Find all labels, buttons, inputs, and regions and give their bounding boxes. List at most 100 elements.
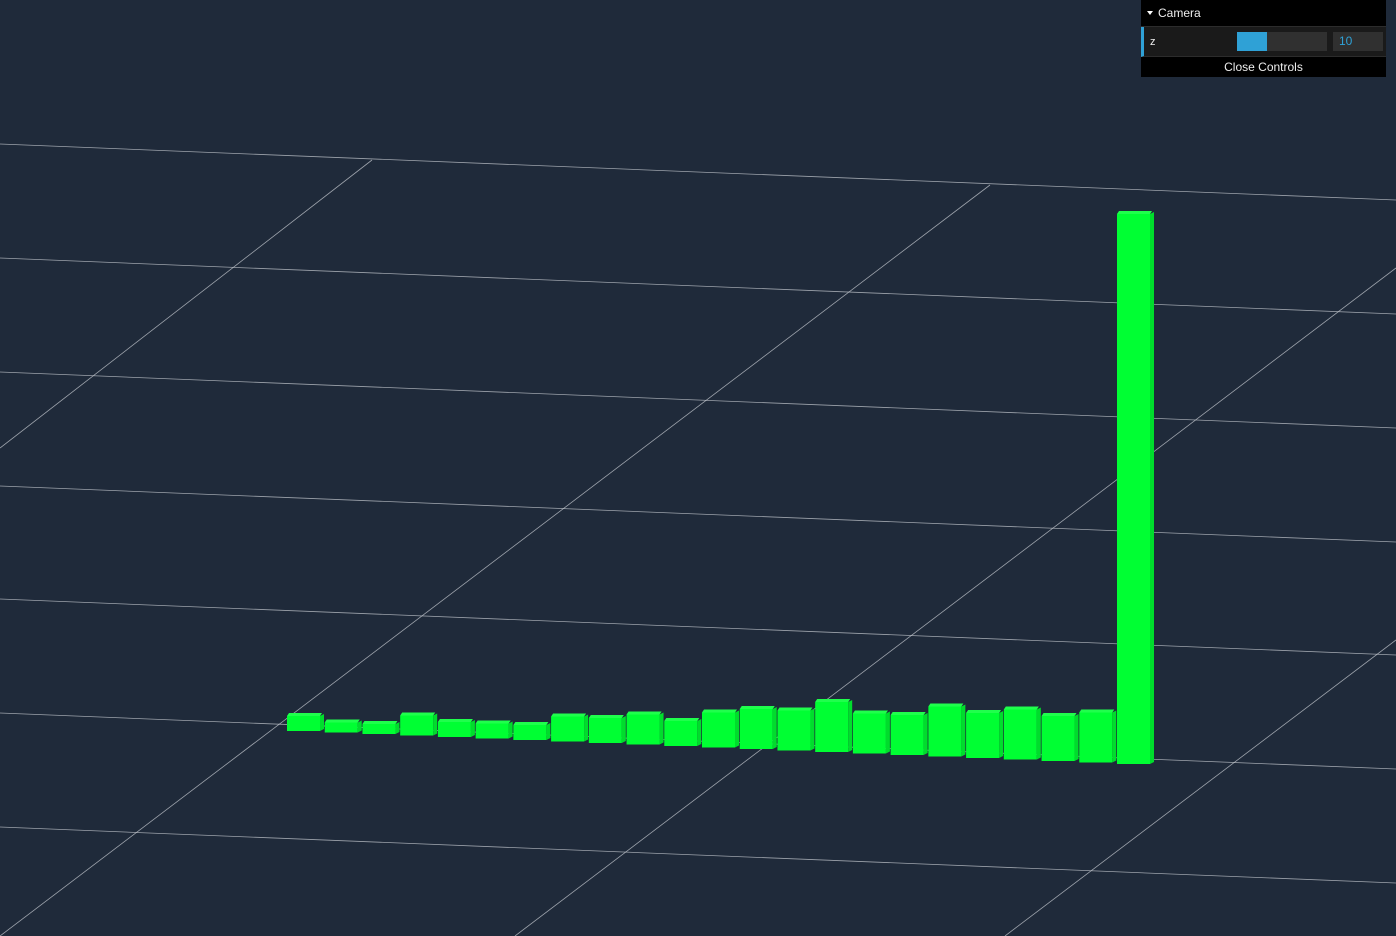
bar-14-front [815, 702, 849, 752]
z-control-row: z [1141, 27, 1386, 57]
bar-10-side [697, 719, 702, 746]
bar-7-top [551, 713, 587, 717]
bar-21-side [1112, 710, 1117, 763]
bar-20-front [1041, 716, 1075, 761]
grid-line-h-6 [0, 826, 1396, 884]
bar-6-side [546, 723, 551, 740]
bar-18 [966, 710, 1004, 758]
bar-3-side [433, 713, 438, 736]
bar-17-front [928, 706, 962, 757]
bar-16-top [890, 712, 926, 715]
bar-0-side [320, 714, 324, 731]
grid-line-d-3 [1004, 639, 1396, 936]
bar-9-front [626, 714, 660, 745]
bar-17-side [961, 704, 966, 757]
bar-13 [777, 707, 815, 751]
bar-9-top [626, 711, 662, 715]
bar-13-side [810, 708, 815, 751]
bar-19 [1003, 706, 1041, 760]
controls-panel: Camera z Close Controls [1141, 0, 1386, 77]
grid-line-h-4 [0, 598, 1396, 656]
bar-8 [588, 715, 626, 743]
bar-0-front [287, 716, 320, 731]
bar-19-top [1003, 706, 1039, 710]
grid-line-h-3 [0, 485, 1396, 543]
bar-10-front [664, 721, 698, 746]
bar-6 [513, 722, 551, 740]
bar-18-top [966, 710, 1002, 713]
bar-13-top [777, 707, 813, 711]
bar-17 [928, 703, 966, 757]
bar-20-side [1074, 714, 1079, 761]
grid-line-h-1 [0, 257, 1396, 315]
bar-1-front [324, 722, 358, 733]
bar-4-front [437, 722, 471, 737]
bar-0-top [287, 713, 322, 716]
bar-17-top [928, 703, 964, 707]
bar-22-front [1117, 214, 1150, 764]
camera-folder-label: Camera [1158, 6, 1201, 20]
bar-8-side [621, 716, 626, 743]
bars-group [287, 211, 1154, 764]
bar-21 [1079, 709, 1117, 763]
bar-6-top [513, 722, 549, 725]
bar-4-side [470, 720, 475, 737]
bar-16 [890, 712, 928, 755]
bar-2-side [395, 722, 400, 734]
bar-9-side [659, 712, 664, 745]
bar-5-top [475, 720, 511, 724]
bar-6-front [513, 725, 547, 740]
bar-3-front [400, 715, 434, 736]
bar-22-top [1117, 211, 1152, 214]
bar-15-top [852, 710, 888, 714]
bar-16-side [923, 713, 928, 755]
grid-line-d-0 [0, 159, 373, 449]
grid-line-d-1 [0, 184, 991, 936]
bar-5-front [475, 723, 509, 739]
bar-8-top [588, 715, 624, 718]
bar-11-front [702, 712, 735, 748]
bar-1-side [357, 720, 362, 733]
bar-14-side [848, 700, 853, 752]
bar-10 [664, 718, 702, 746]
bar-13-front [777, 710, 811, 751]
bar-4-top [437, 719, 473, 722]
bar-2-top [362, 721, 398, 724]
bar-12 [739, 706, 777, 749]
camera-folder-title[interactable]: Camera [1141, 0, 1386, 27]
bar-18-front [966, 713, 1000, 758]
grid-line-h-0 [0, 143, 1396, 201]
z-value-input[interactable] [1333, 32, 1383, 51]
bar-11 [702, 709, 739, 748]
bar-21-front [1079, 712, 1113, 763]
bar-15 [852, 710, 890, 754]
z-slider[interactable] [1237, 32, 1327, 51]
grid-line-d-2 [514, 267, 1396, 936]
bar-20 [1041, 713, 1079, 761]
bar-5 [475, 720, 513, 739]
bar-4 [437, 719, 475, 737]
grid-line-h-2 [0, 371, 1396, 429]
bar-12-side [772, 707, 777, 749]
bar-16-front [890, 715, 924, 755]
bar-11-top [702, 709, 737, 713]
floor-grid [0, 143, 1396, 936]
bar-8-front [588, 718, 622, 743]
bar-18-side [999, 711, 1004, 758]
bar-12-front [739, 709, 773, 749]
bar-0 [287, 713, 324, 731]
bar-7-side [584, 714, 589, 742]
bar-2-front [362, 724, 396, 734]
bar-22 [1117, 211, 1154, 764]
bar-21-top [1079, 709, 1115, 713]
bar-10-top [664, 718, 700, 721]
bar-20-top [1041, 713, 1077, 716]
caret-down-icon [1147, 11, 1153, 15]
z-control-label: z [1150, 35, 1156, 48]
z-slider-fill [1237, 32, 1267, 51]
bar-19-front [1003, 709, 1037, 760]
bar-15-front [852, 713, 886, 754]
bar-14-top [815, 699, 851, 702]
close-controls-button[interactable]: Close Controls [1141, 57, 1386, 77]
